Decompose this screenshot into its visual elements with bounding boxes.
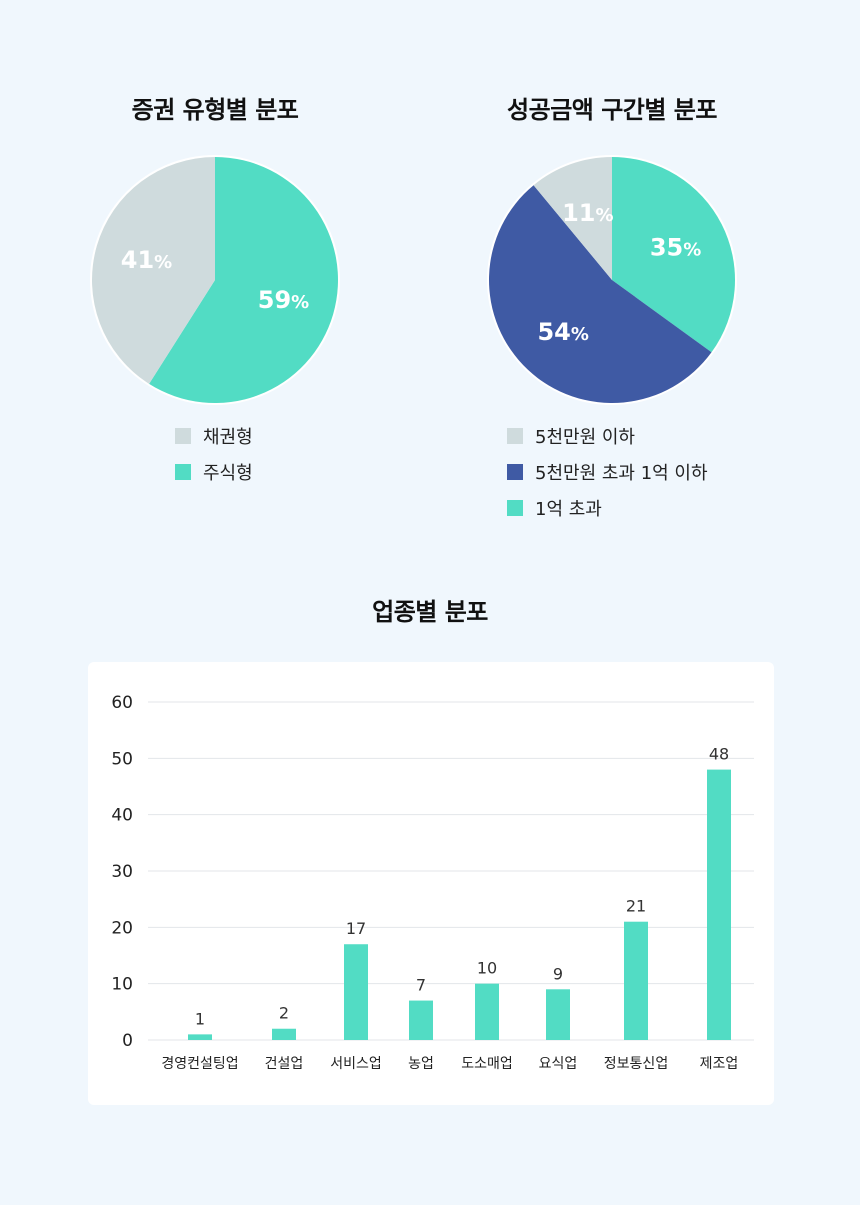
bar-4 [475,983,499,1040]
pie1-slice-label-1: 41% [121,246,172,274]
pie2-slice-label-2: 11% [562,199,613,227]
bar-6 [624,921,648,1040]
bar-value-label: 48 [709,745,729,764]
bar-7 [707,769,731,1040]
pie2-legend-label: 5천만원 초과 1억 이하 [535,463,708,484]
y-tick-label: 0 [122,1031,133,1051]
x-tick-label: 경영컨설팅업 [161,1056,238,1072]
pie2-legend-label: 1억 초과 [535,499,602,520]
y-tick-label: 40 [111,806,133,826]
pie2-slice-0 [612,157,735,353]
pie1-legend-item: 주식형 [175,454,253,490]
y-tick-label: 20 [111,918,133,938]
pie1-slice-label-0: 59% [258,286,309,314]
x-tick-label: 농업 [408,1056,434,1072]
x-tick-label: 도소매업 [461,1056,513,1072]
pie1-slice-0 [149,157,338,403]
bar-2 [344,944,368,1040]
pie1-legend-swatch [175,464,191,480]
pie2-slice-1 [489,185,712,403]
pie2-title: 성공금액 구간별 분포 [507,96,717,124]
pie2-slice-label-1: 54% [537,318,588,346]
bar-value-label: 2 [279,1004,289,1023]
x-tick-label: 요식업 [539,1056,578,1072]
x-tick-label: 서비스업 [330,1056,382,1072]
y-tick-label: 60 [111,693,133,713]
pie2-legend-item: 5천만원 초과 1억 이하 [507,454,708,490]
bar-value-label: 9 [553,964,563,983]
pie1-title: 증권 유형별 분포 [131,96,299,124]
pie1-legend-label: 채권형 [203,427,253,448]
pie2-legend-swatch [507,464,523,480]
pie2-slice-2 [533,157,612,280]
pie2-legend-item: 5천만원 이하 [507,418,708,454]
bar-3 [409,1000,433,1040]
x-tick-label: 정보통신업 [604,1056,668,1072]
bar-1 [272,1028,296,1040]
bar-chart-card: 0 10 20 30 40 50 60 1 경영컨설팅업 2 건설업 17 서비스업 7 농업 10 도소매업 9… [88,662,774,1105]
pie1-legend-swatch [175,428,191,444]
pie2-legend-label: 5천만원 이하 [535,427,635,448]
y-tick-label: 10 [111,975,133,995]
industry-bar-chart: 0 10 20 30 40 50 60 1 경영컨설팅업 2 건설업 17 서비스업 7 농업 10 도소매업 9… [111,693,754,1072]
pie1-slice-1 [92,157,215,384]
bar-0 [188,1034,212,1040]
security-type-pie-chart: 59% 41% [90,155,340,405]
x-tick-label: 건설업 [265,1056,304,1072]
pie2-slice-label-0: 35% [650,234,701,262]
bar-value-label: 7 [416,976,426,995]
x-tick-label: 제조업 [700,1056,739,1072]
bar-chart-title: 업종별 분포 [372,598,488,626]
pie2-legend-swatch [507,428,523,444]
pie2-legend-swatch [507,500,523,516]
y-tick-label: 50 [111,749,133,769]
pie1-legend-label: 주식형 [203,463,253,484]
bar-value-label: 21 [626,897,646,916]
pie2-legend-item: 1억 초과 [507,490,708,526]
bar-value-label: 1 [195,1009,205,1028]
amount-range-pie-chart: 35% 54% 11% [487,155,737,405]
bar-value-label: 17 [346,919,366,938]
bar-5 [546,989,570,1040]
bar-value-label: 10 [477,959,497,978]
pie1-legend-item: 채권형 [175,418,253,454]
y-tick-label: 30 [111,862,133,882]
pie2-legend: 5천만원 이하 5천만원 초과 1억 이하 1억 초과 [507,418,708,526]
